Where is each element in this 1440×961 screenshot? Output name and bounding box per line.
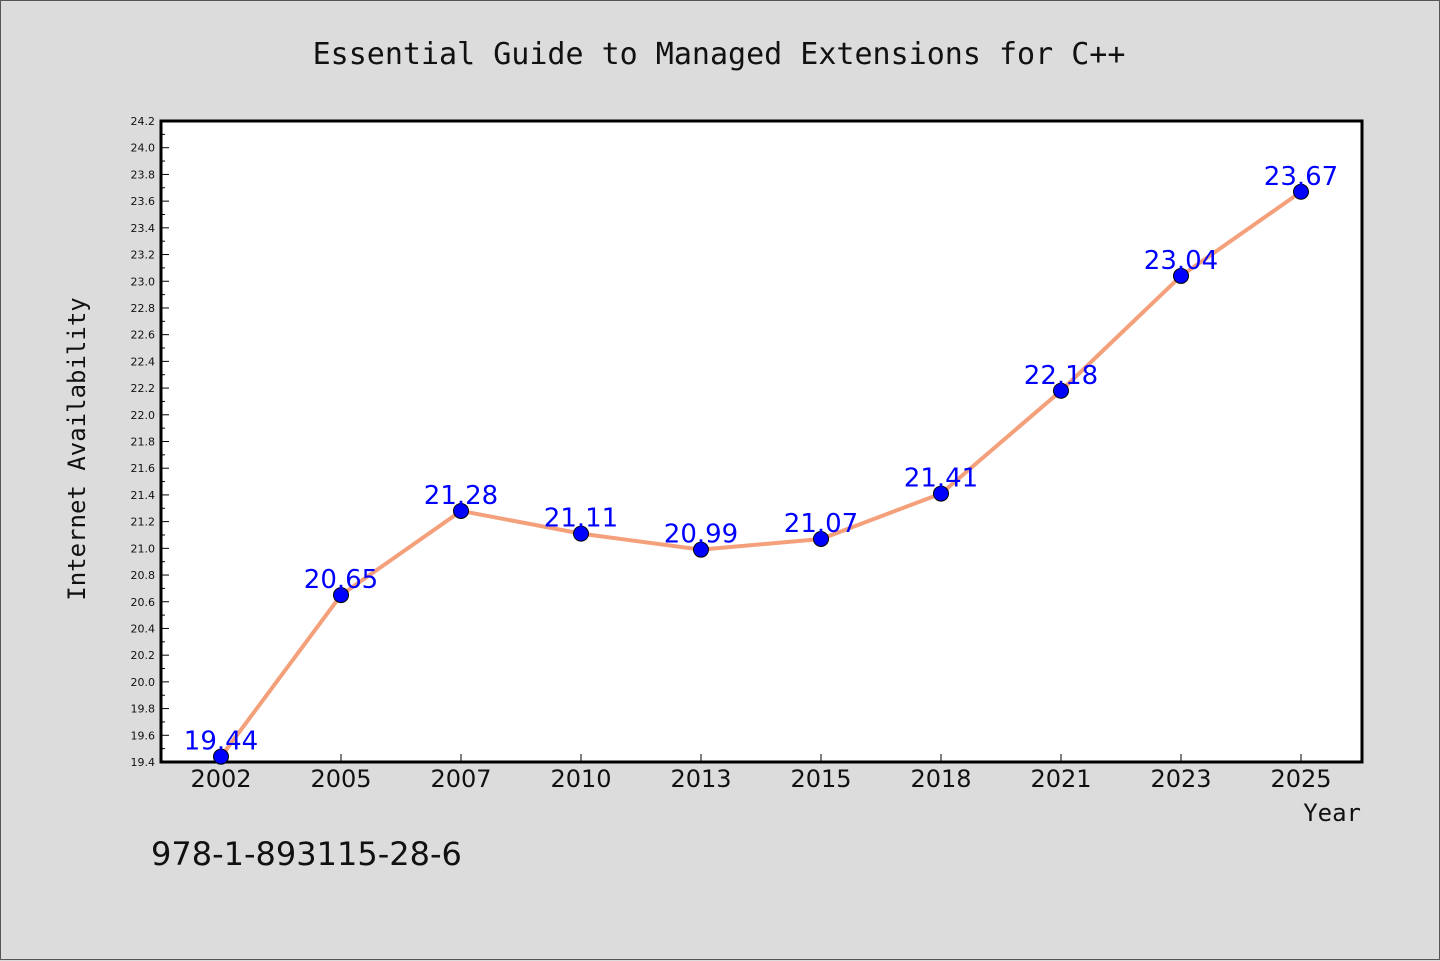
data-point <box>933 485 949 502</box>
y-tick-label: 19.6 <box>131 729 156 742</box>
x-axis: 2002 2005 2007 2010 2013 2015 2018 2021 2023 2025 <box>190 754 1332 793</box>
x-tick-label: 2018 <box>910 765 971 793</box>
y-tick-label: 23.8 <box>131 168 156 181</box>
data-label: 22.18 <box>1024 361 1098 391</box>
series-line <box>219 190 1303 758</box>
data-labels: 19.44 20.65 21.28 21.11 20.99 21.07 21.41 22.18… <box>184 162 1338 757</box>
y-tick-label: 21.2 <box>131 516 156 529</box>
y-axis: 19.4 19.6 19.8 20.0 20.2 20.4 20.6 20.8 21.0 21.2… <box>131 115 169 769</box>
y-tick-label: 22.8 <box>131 302 156 315</box>
x-tick-label: 2021 <box>1030 765 1091 793</box>
y-tick-label: 23.6 <box>131 195 156 208</box>
data-label: 21.11 <box>544 504 618 534</box>
y-tick-label: 20.8 <box>131 569 156 582</box>
data-point <box>333 587 349 604</box>
data-label: 20.99 <box>664 520 738 550</box>
data-label: 19.44 <box>184 727 258 757</box>
data-point <box>573 525 589 542</box>
data-label: 21.28 <box>424 481 498 511</box>
isbn-footer: 978-1-893115-28-6 <box>151 835 462 873</box>
x-axis-title: Year <box>1303 799 1361 827</box>
y-tick-label: 19.4 <box>131 756 156 769</box>
data-label: 20.65 <box>304 565 378 595</box>
data-point <box>693 541 709 558</box>
y-axis-title: Internet Availability <box>63 297 91 600</box>
data-label: 23.67 <box>1264 162 1338 192</box>
x-tick-label: 2007 <box>430 765 491 793</box>
data-point <box>1293 183 1309 200</box>
y-tick-label: 20.4 <box>131 622 156 635</box>
y-tick-label: 19.8 <box>131 703 156 716</box>
y-tick-label: 20.6 <box>131 596 156 609</box>
x-tick-label: 2002 <box>190 765 251 793</box>
data-point <box>1173 267 1189 284</box>
y-tick-label: 21.0 <box>131 542 156 555</box>
y-tick-label: 22.0 <box>131 409 156 422</box>
data-point <box>1053 382 1069 399</box>
x-tick-label: 2025 <box>1270 765 1331 793</box>
y-tick-label: 23.0 <box>131 275 156 288</box>
data-point <box>213 748 229 765</box>
y-tick-label: 22.2 <box>131 382 156 395</box>
y-tick-label: 23.4 <box>131 222 156 235</box>
x-tick-label: 2010 <box>550 765 611 793</box>
y-tick-label: 22.4 <box>131 355 156 368</box>
data-label: 23.04 <box>1144 246 1218 276</box>
y-tick-label: 21.6 <box>131 462 156 475</box>
y-tick-label: 21.4 <box>131 489 156 502</box>
y-tick-label: 24.2 <box>131 115 156 128</box>
data-label: 21.41 <box>904 464 978 494</box>
x-tick-label: 2005 <box>310 765 371 793</box>
y-tick-label: 24.0 <box>131 142 156 155</box>
y-tick-label: 20.2 <box>131 649 156 662</box>
y-tick-label: 22.6 <box>131 329 156 342</box>
y-tick-label: 23.2 <box>131 249 156 262</box>
y-tick-label: 20.0 <box>131 676 156 689</box>
x-tick-label: 2013 <box>670 765 731 793</box>
data-point <box>813 530 829 547</box>
x-tick-label: 2023 <box>1150 765 1211 793</box>
chart-title: Essential Guide to Managed Extensions fo… <box>313 37 1126 72</box>
x-tick-label: 2015 <box>790 765 851 793</box>
plot-area <box>159 119 1364 764</box>
data-point <box>453 502 469 519</box>
data-label: 21.07 <box>784 509 858 539</box>
series-markers <box>213 183 1309 765</box>
y-tick-label: 21.8 <box>131 436 156 449</box>
